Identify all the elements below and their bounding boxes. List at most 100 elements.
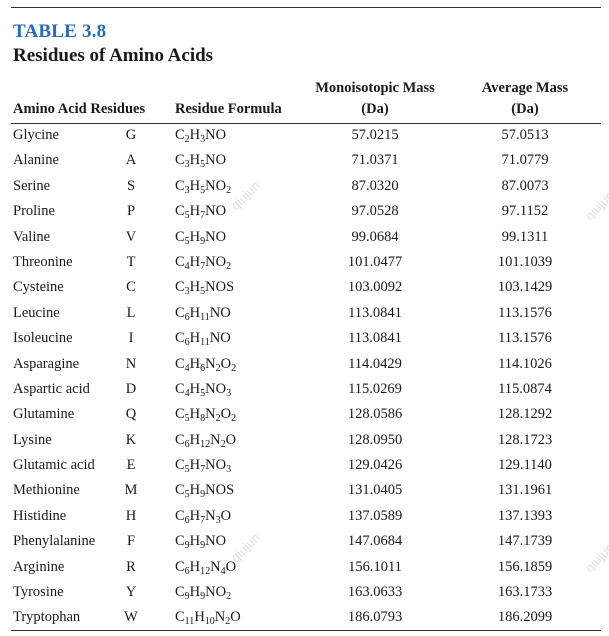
formula-element: O	[215, 279, 227, 296]
residue-formula: C5H7NO	[175, 202, 226, 221]
formula-element: C	[175, 304, 185, 321]
one-letter-code: S	[126, 177, 136, 194]
table-row: Glycine G C2H3NO 57.0215 57.0513	[0, 123, 609, 148]
formula-element: O	[225, 558, 237, 575]
amino-acid-name: Lysine	[13, 431, 52, 448]
formula-element: N	[205, 228, 216, 245]
formula-element: O	[215, 457, 227, 474]
residue-formula: C5H9NO	[175, 228, 226, 247]
monoisotopic-mass: 113.0841	[348, 304, 402, 321]
top-rule	[11, 7, 601, 8]
formula-element: S	[226, 279, 235, 296]
residue-formula: C9H9NO2	[175, 583, 231, 602]
formula-subscript: 3	[184, 286, 190, 298]
formula-subscript: 2	[220, 438, 226, 450]
formula-element: H	[189, 279, 201, 296]
header-residue-formula: Residue Formula	[175, 101, 282, 117]
amino-acid-name: Glutamine	[13, 406, 75, 423]
table-number: TABLE 3.8	[13, 21, 107, 42]
amino-acid-name: Arginine	[13, 558, 65, 575]
one-letter-code: K	[125, 431, 137, 448]
average-mass: 147.1739	[497, 533, 553, 550]
formula-subscript: 7	[200, 514, 206, 526]
formula-subscript: 2	[226, 260, 232, 272]
formula-element: C	[175, 279, 185, 296]
one-letter-code: M	[124, 482, 138, 499]
formula-element: C	[175, 482, 185, 499]
formula-element: C	[175, 152, 185, 169]
formula-element: C	[175, 431, 185, 448]
header-monoisotopic-mass: Monoisotopic Mass (Da)	[300, 78, 450, 120]
formula-element: N	[205, 457, 216, 474]
formula-element: N	[205, 279, 216, 296]
formula-element: H	[189, 380, 201, 397]
formula-subscript: 4	[184, 362, 190, 374]
average-mass: 57.0513	[501, 127, 549, 143]
formula-element: O	[220, 330, 231, 347]
residue-formula: C6H11NO	[175, 304, 231, 323]
residue-formula: C3H5NO2	[175, 177, 231, 196]
formula-subscript: 2	[226, 591, 232, 603]
formula-subscript: 6	[184, 337, 190, 349]
amino-acid-name: Glycine	[13, 127, 59, 143]
amino-acid-name: Histidine	[13, 507, 67, 524]
average-mass: 101.1039	[497, 253, 553, 270]
formula-subscript: 3	[184, 159, 190, 171]
average-mass: 87.0073	[501, 177, 549, 194]
formula-element: N	[210, 431, 221, 448]
one-letter-code: R	[126, 558, 136, 575]
formula-element: N	[205, 533, 216, 550]
formula-element: N	[205, 355, 216, 372]
monoisotopic-mass: 163.0633	[347, 584, 403, 601]
formula-element: H	[189, 330, 201, 347]
monoisotopic-mass: 99.0684	[351, 228, 399, 245]
monoisotopic-mass: 156.1011	[348, 558, 402, 575]
header-rule	[11, 123, 601, 124]
header-average-mass-unit: (Da)	[511, 101, 539, 117]
average-mass: 156.1859	[497, 558, 553, 575]
formula-subscript: 9	[200, 489, 206, 501]
amino-acid-name: Aspartic acid	[13, 380, 90, 397]
formula-element: S	[226, 482, 235, 499]
bottom-rule	[11, 630, 601, 631]
formula-subscript: 5	[200, 184, 206, 196]
table-row: Serine S C3H5NO2 87.0320 87.0073	[0, 174, 609, 199]
average-mass: 131.1961	[497, 482, 553, 499]
formula-element: H	[189, 203, 201, 220]
monoisotopic-mass: 115.0269	[348, 380, 402, 397]
one-letter-code: A	[125, 152, 137, 169]
monoisotopic-mass: 129.0426	[347, 457, 403, 474]
table-row: Arginine R C6H12N4O 156.1011 156.1859	[0, 555, 609, 580]
formula-element: O	[220, 507, 232, 524]
residue-formula: C6H11NO	[175, 329, 231, 348]
average-mass: 128.1292	[497, 406, 553, 423]
residue-formula: C6H12N2O	[175, 431, 236, 450]
formula-subscript: 7	[200, 260, 206, 272]
monoisotopic-mass: 137.0589	[347, 507, 403, 524]
formula-element: C	[175, 584, 185, 601]
formula-element: N	[205, 253, 216, 270]
formula-element: C	[175, 609, 185, 626]
formula-element: N	[205, 177, 216, 194]
formula-element: O	[225, 431, 237, 448]
monoisotopic-mass: 128.0950	[347, 431, 403, 448]
one-letter-code: E	[126, 457, 136, 474]
average-mass: 186.2099	[497, 609, 553, 626]
amino-acid-name: Isoleucine	[13, 330, 73, 347]
formula-subscript: 8	[200, 413, 206, 425]
header-average-mass: Average Mass (Da)	[465, 78, 585, 120]
amino-acid-name: Serine	[13, 177, 51, 194]
table-row: Threonine T C4H7NO2 101.0477 101.1039	[0, 250, 609, 275]
formula-element: O	[220, 355, 232, 372]
monoisotopic-mass: 103.0092	[347, 279, 403, 296]
formula-element: N	[209, 304, 221, 321]
amino-acid-name: Threonine	[13, 253, 73, 270]
formula-element: H	[189, 228, 201, 245]
formula-element: H	[189, 406, 201, 423]
formula-element: H	[189, 253, 201, 270]
formula-subscript: 5	[184, 210, 190, 222]
formula-subscript: 5	[184, 413, 190, 425]
formula-subscript: 11	[184, 616, 195, 628]
formula-subscript: 5	[200, 286, 206, 298]
formula-element: C	[175, 177, 185, 194]
